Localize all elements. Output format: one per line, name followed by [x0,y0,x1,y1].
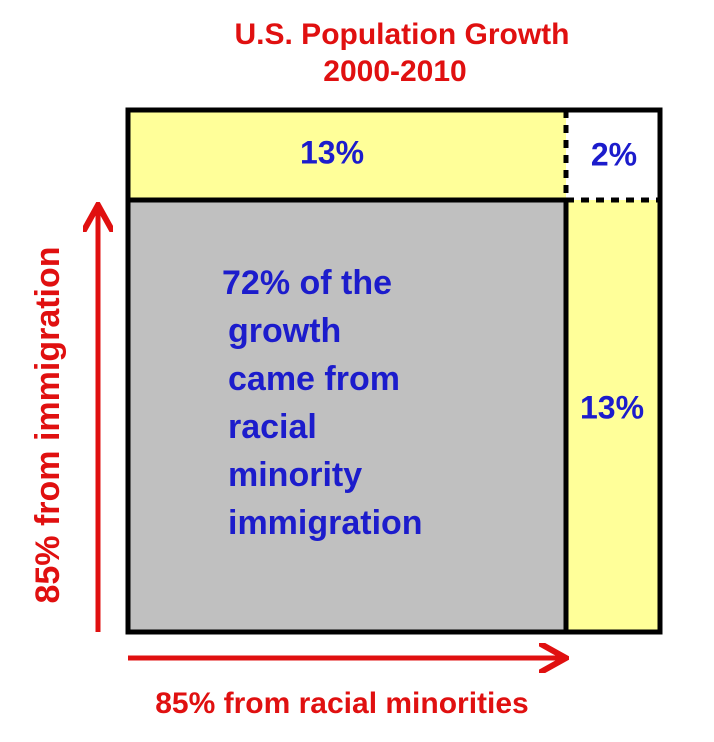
top-left-cell [128,110,566,200]
main-label-line: came from [228,360,400,398]
cell-label: 2% [591,136,637,172]
title-line: 2000-2010 [323,55,466,88]
cell-label: 13% [580,389,644,425]
main-cell [128,200,566,632]
grid-lines [125,107,663,635]
main-label-line: growth [228,312,341,350]
outer-edge [125,107,663,200]
main-label-line: 72% of the [222,264,392,302]
main-label-line: racial [228,408,317,446]
axis-label: 85% from racial minorities [155,687,528,720]
right-cell [566,200,660,632]
top-right-cell [566,110,660,200]
title-line: U.S. Population Growth [235,18,570,51]
main-label-line: minority [228,456,362,494]
main-label: 72% of the growth came from racial minority i… [222,264,423,542]
main-label-line: immigration [228,504,423,542]
outer-edge [125,200,663,635]
axis-label: 85% from immigration [29,246,67,603]
cell-label: 13% [300,134,364,170]
